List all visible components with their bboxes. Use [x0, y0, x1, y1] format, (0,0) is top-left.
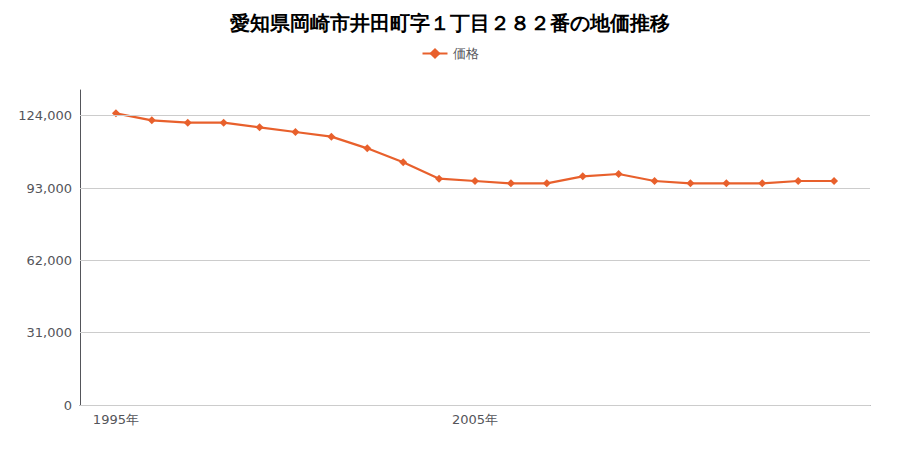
svg-text:31,000: 31,000	[27, 325, 73, 340]
svg-text:愛知県岡崎市井田町字１丁目２８２番の地価推移: 愛知県岡崎市井田町字１丁目２８２番の地価推移	[230, 11, 670, 35]
svg-text:1995年: 1995年	[93, 412, 139, 427]
svg-text:2005年: 2005年	[452, 412, 498, 427]
svg-text:124,000: 124,000	[18, 108, 72, 123]
svg-text:93,000: 93,000	[27, 181, 73, 196]
svg-text:62,000: 62,000	[27, 253, 73, 268]
svg-text:価格: 価格	[453, 46, 479, 61]
svg-text:0: 0	[64, 398, 72, 413]
